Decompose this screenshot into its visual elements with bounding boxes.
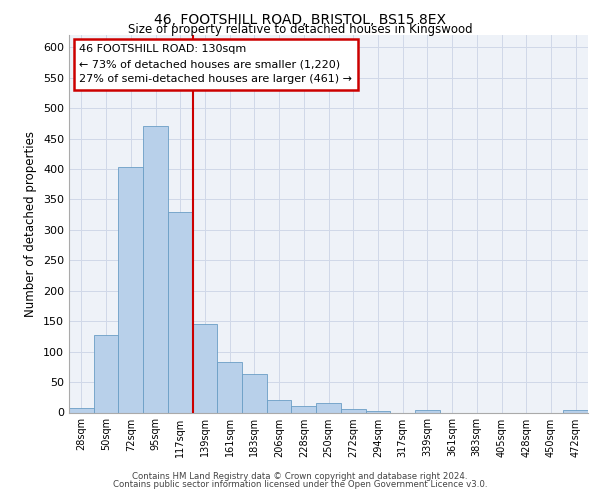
Bar	[292, 406, 316, 412]
Bar	[341, 409, 365, 412]
Text: Size of property relative to detached houses in Kingswood: Size of property relative to detached ho…	[128, 22, 472, 36]
Bar	[94, 334, 118, 412]
Bar	[267, 400, 292, 412]
Bar	[168, 212, 193, 412]
Text: 46, FOOTSHILL ROAD, BRISTOL, BS15 8EX: 46, FOOTSHILL ROAD, BRISTOL, BS15 8EX	[154, 12, 446, 26]
Bar	[316, 404, 341, 412]
Bar	[415, 410, 440, 412]
Bar	[69, 408, 94, 412]
Bar	[118, 167, 143, 412]
Bar	[242, 374, 267, 412]
Y-axis label: Number of detached properties: Number of detached properties	[25, 130, 37, 317]
Bar	[365, 410, 390, 412]
Bar	[143, 126, 168, 412]
Bar	[193, 324, 217, 412]
Text: Contains public sector information licensed under the Open Government Licence v3: Contains public sector information licen…	[113, 480, 487, 489]
Bar	[563, 410, 588, 412]
Text: 46 FOOTSHILL ROAD: 130sqm
← 73% of detached houses are smaller (1,220)
27% of se: 46 FOOTSHILL ROAD: 130sqm ← 73% of detac…	[79, 44, 352, 84]
Bar	[217, 362, 242, 412]
Text: Contains HM Land Registry data © Crown copyright and database right 2024.: Contains HM Land Registry data © Crown c…	[132, 472, 468, 481]
